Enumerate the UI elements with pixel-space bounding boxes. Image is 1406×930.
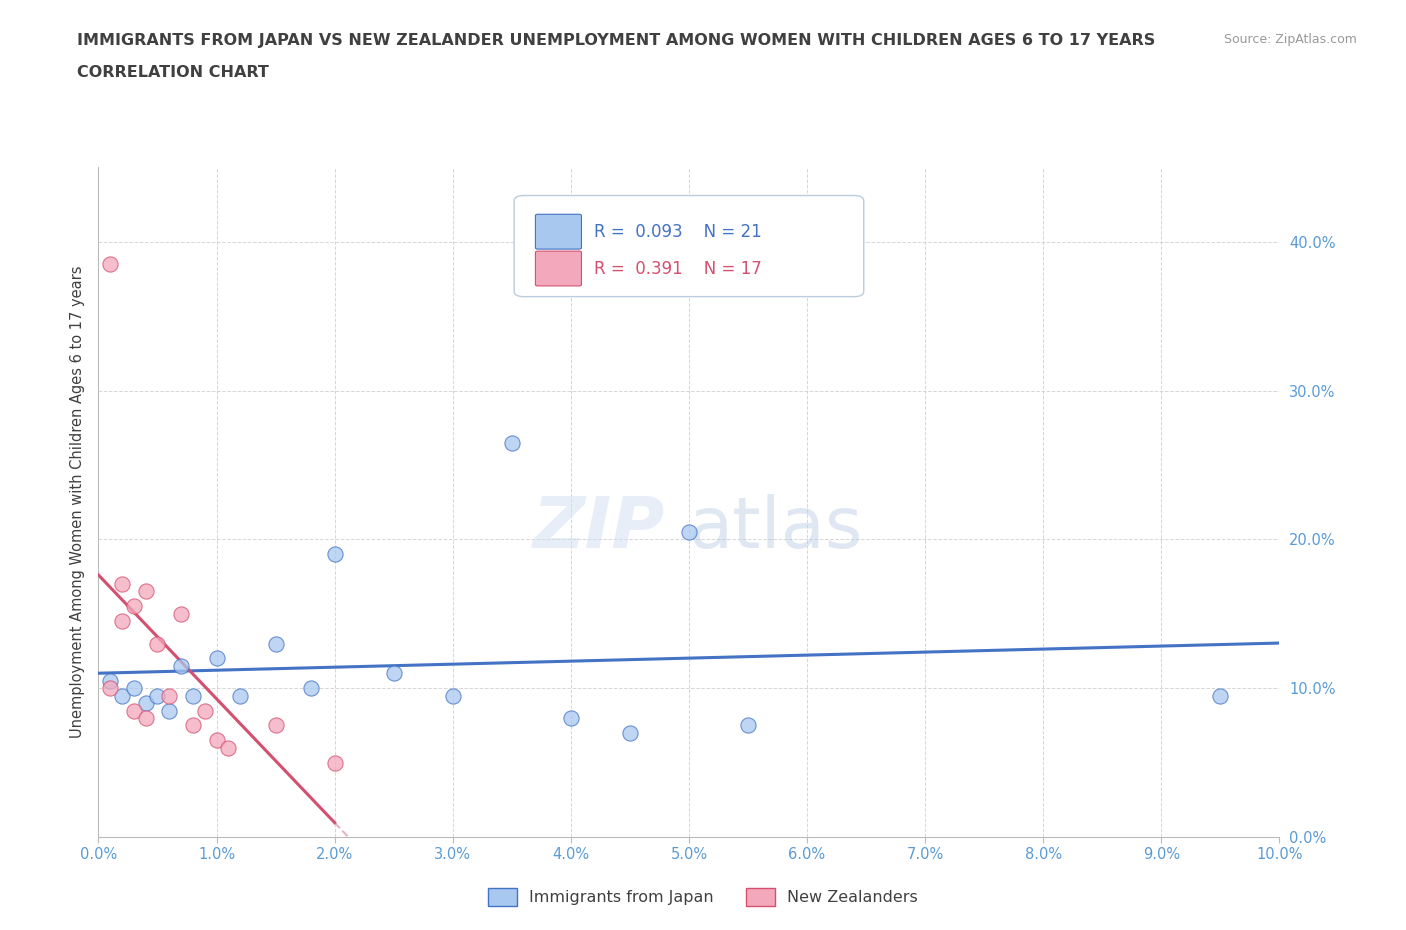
Point [1209, 688, 1232, 703]
Point [122, 681, 145, 696]
Text: IMMIGRANTS FROM JAPAN VS NEW ZEALANDER UNEMPLOYMENT AMONG WOMEN WITH CHILDREN AG: IMMIGRANTS FROM JAPAN VS NEW ZEALANDER U… [77, 33, 1156, 47]
Point [264, 718, 287, 733]
Point [157, 688, 180, 703]
Legend: Immigrants from Japan, New Zealanders: Immigrants from Japan, New Zealanders [481, 882, 925, 912]
Point [135, 711, 157, 725]
Point [217, 740, 239, 755]
Point [146, 688, 169, 703]
Point [98, 681, 121, 696]
FancyBboxPatch shape [536, 251, 582, 286]
Text: CORRELATION CHART: CORRELATION CHART [77, 65, 269, 80]
Text: R =  0.391    N = 17: R = 0.391 N = 17 [595, 259, 762, 277]
Point [111, 577, 134, 591]
Point [560, 711, 582, 725]
Point [135, 696, 157, 711]
Text: ZIP: ZIP [533, 495, 665, 564]
Point [619, 725, 641, 740]
Point [157, 703, 180, 718]
Point [194, 703, 217, 718]
Point [122, 703, 145, 718]
Text: R =  0.093    N = 21: R = 0.093 N = 21 [595, 222, 762, 241]
Point [737, 718, 759, 733]
Point [111, 614, 134, 629]
Point [146, 636, 169, 651]
Point [205, 733, 228, 748]
Point [111, 688, 134, 703]
Point [382, 666, 405, 681]
Point [441, 688, 464, 703]
Point [170, 606, 193, 621]
Point [135, 584, 157, 599]
Text: Source: ZipAtlas.com: Source: ZipAtlas.com [1223, 33, 1357, 46]
Text: atlas: atlas [689, 495, 863, 564]
Point [264, 636, 287, 651]
Point [299, 681, 322, 696]
Point [122, 599, 145, 614]
Point [181, 718, 204, 733]
Point [678, 525, 700, 539]
Point [323, 547, 346, 562]
Y-axis label: Unemployment Among Women with Children Ages 6 to 17 years: Unemployment Among Women with Children A… [69, 266, 84, 738]
Point [229, 688, 252, 703]
FancyBboxPatch shape [536, 214, 582, 249]
Point [205, 651, 228, 666]
Point [170, 658, 193, 673]
Point [181, 688, 204, 703]
FancyBboxPatch shape [515, 195, 863, 297]
Point [98, 673, 121, 688]
Point [98, 257, 121, 272]
Point [501, 435, 523, 450]
Point [323, 755, 346, 770]
